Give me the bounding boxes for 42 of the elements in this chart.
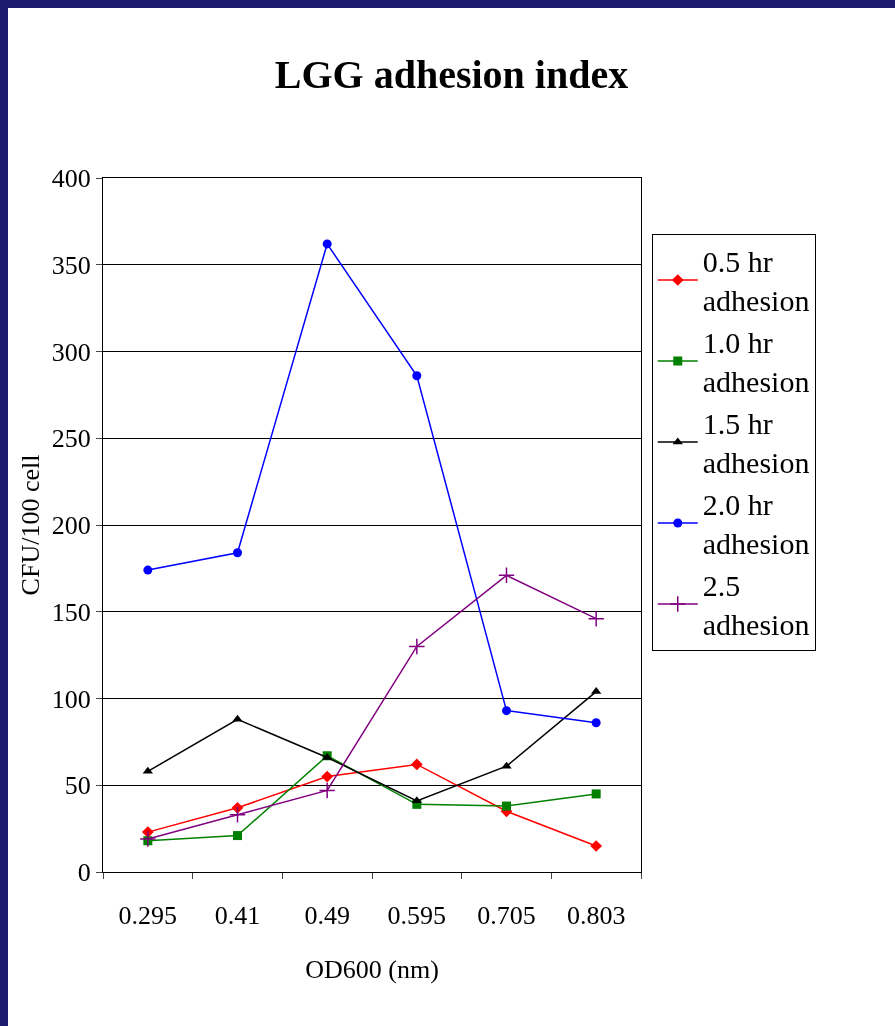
point	[143, 565, 153, 575]
point	[498, 566, 515, 584]
x-axis-title: OD600 (nm)	[305, 954, 439, 984]
point	[502, 706, 511, 716]
point	[232, 714, 243, 722]
legend-label: 2.5 adhesion	[702, 569, 810, 642]
y-tick-label: 200	[51, 511, 91, 541]
point	[502, 801, 511, 811]
legend-label: 2.0 hr adhesion	[702, 488, 810, 561]
x-tick-label: 0.803	[566, 901, 626, 931]
point	[587, 610, 605, 628]
y-tick-label: 0	[77, 858, 91, 888]
x-tick-label: 0.295	[118, 901, 178, 931]
y-tick-label: 350	[51, 250, 91, 280]
y-tick-label: 100	[51, 684, 91, 714]
point	[590, 840, 603, 852]
point	[322, 239, 332, 249]
legend-label: 1.0 hr adhesion	[702, 326, 810, 399]
point	[412, 371, 422, 381]
point	[321, 770, 334, 783]
point	[229, 806, 246, 824]
x-tick-label: 0.705	[477, 901, 536, 931]
x-tick-label: 0.595	[387, 901, 447, 931]
point	[408, 638, 426, 655]
y-tick-label: 400	[51, 164, 91, 194]
point	[591, 789, 601, 799]
x-tick-label: 0.41	[214, 901, 261, 931]
y-tick-label: 150	[51, 597, 91, 627]
legend-label: 1.5 hr adhesion	[702, 407, 810, 480]
chart-title: LGG adhesion index	[274, 52, 629, 98]
y-tick-label: 50	[64, 771, 91, 801]
point	[233, 548, 242, 558]
y-tick-label: 250	[51, 424, 91, 454]
y-axis-title: CFU/100 cell	[16, 454, 46, 596]
point	[233, 831, 242, 841]
y-tick-label: 300	[51, 337, 91, 367]
point	[410, 758, 423, 771]
point	[318, 782, 336, 799]
point	[591, 718, 601, 728]
point	[139, 830, 157, 848]
legend-label: 0.5 hr adhesion	[702, 245, 810, 318]
x-tick-label: 0.49	[304, 901, 350, 931]
